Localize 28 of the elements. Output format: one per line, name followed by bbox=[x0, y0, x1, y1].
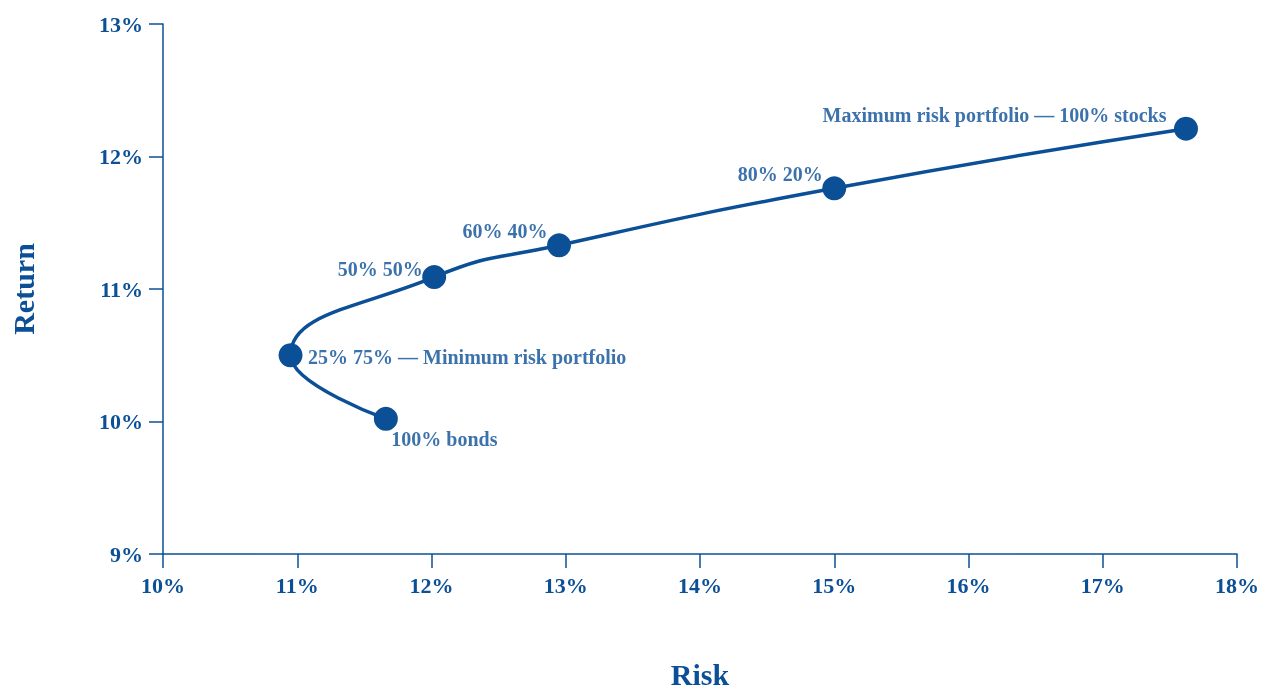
y-axis-title: Return bbox=[6, 242, 40, 335]
x-tick-label: 16% bbox=[946, 572, 991, 598]
x-tick-label: 18% bbox=[1215, 572, 1259, 598]
x-tick-label: 10% bbox=[141, 572, 185, 598]
point bbox=[822, 176, 847, 201]
point bbox=[278, 343, 303, 368]
x-tick-label: 11% bbox=[275, 572, 319, 598]
x-tick-label: 14% bbox=[678, 572, 722, 598]
annotation: 80% 20% bbox=[737, 163, 823, 186]
x-tick-label: 13% bbox=[543, 572, 588, 598]
x-tick-label: 15% bbox=[812, 572, 857, 598]
point bbox=[373, 406, 398, 431]
point bbox=[547, 233, 572, 258]
annotation: 50% 50% bbox=[337, 258, 423, 281]
x-tick-label: 12% bbox=[409, 572, 454, 598]
x-axis-title: Risk bbox=[670, 657, 730, 691]
point bbox=[1174, 116, 1198, 141]
annotation: Maximum risk portfolio — 100% stocks bbox=[822, 103, 1167, 127]
point bbox=[422, 265, 447, 290]
y-tick-label: 9% bbox=[110, 541, 143, 567]
annotation: 25% 75% — Minimum risk portfolio bbox=[308, 346, 627, 370]
y-tick-label: 13% bbox=[99, 11, 143, 37]
y-tick-label: 10% bbox=[99, 409, 143, 434]
annotation: 100% bonds bbox=[391, 427, 498, 450]
annotation: 60% 40% bbox=[462, 220, 548, 243]
y-tick-label: 11% bbox=[100, 276, 143, 302]
x-tick-label: 17% bbox=[1080, 572, 1125, 598]
y-tick-label: 12% bbox=[99, 144, 143, 169]
